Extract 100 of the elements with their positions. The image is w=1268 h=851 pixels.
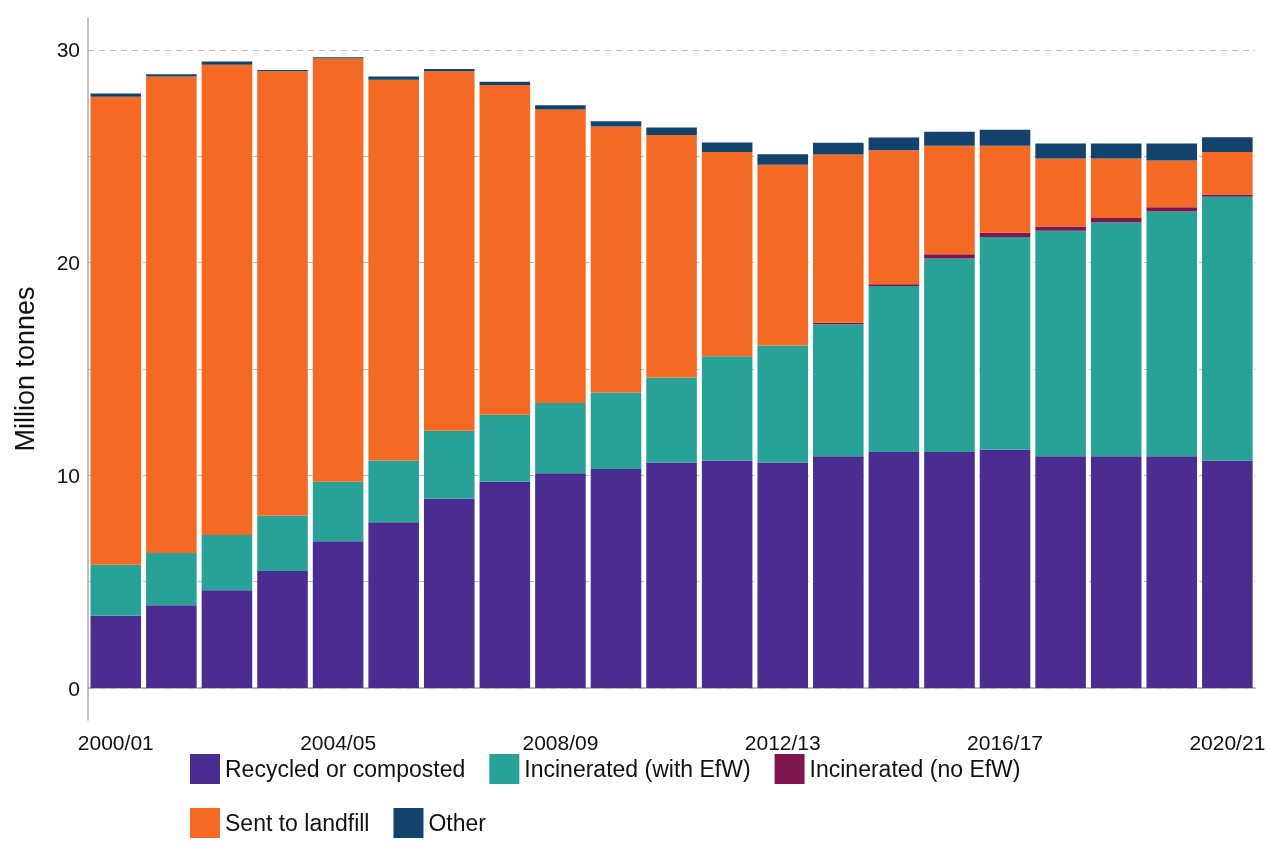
y-tick-label: 10 [56,463,80,487]
legend-label: Incinerated (with EfW) [524,756,751,782]
bar [535,105,586,110]
x-tick-label: 2016/17 [967,731,1043,754]
bar [979,129,1031,146]
bar [90,564,142,616]
bar [701,142,753,153]
bar [646,127,697,135]
y-axis-title: Million tonnes [9,286,40,452]
bar [312,541,364,689]
bar [646,462,697,689]
bar [201,590,253,689]
bar [813,142,864,155]
bar [924,258,975,452]
bar [1146,143,1198,161]
bar [1202,460,1253,689]
bar [1035,230,1086,457]
bar [979,232,1031,238]
bar [757,345,809,463]
bar [590,392,642,469]
bar [1146,160,1198,208]
bar [423,498,475,689]
bar [813,154,864,323]
bar [701,356,753,461]
x-tick-label: 2000/01 [77,731,154,754]
bar [423,430,475,499]
y-tick-label: 30 [56,38,80,62]
bar [813,456,864,689]
bar [368,522,419,689]
bar [90,615,142,689]
bar [146,76,197,554]
bar [1090,143,1142,159]
bar [479,85,531,415]
bar [423,69,475,72]
bar [146,605,197,689]
bar [1202,194,1253,197]
bar [1202,137,1253,153]
bar [590,121,642,127]
bar [1035,456,1086,689]
bar [1146,211,1198,457]
bar [979,449,1031,689]
bar [201,61,253,65]
bar [257,71,308,516]
bar [90,96,142,565]
bar [646,135,697,378]
bar [979,145,1031,233]
bar [479,481,531,689]
bar [368,460,419,523]
bar [868,451,920,689]
bar [1146,207,1198,212]
bar [423,71,475,431]
x-tick-label: 2020/21 [1189,731,1266,754]
bar [535,403,586,474]
bar [1035,226,1086,231]
bar [701,152,753,357]
bar [646,377,697,463]
bar [368,79,419,461]
bar [368,76,419,80]
bar [1202,196,1253,461]
legend-label: Sent to landfill [225,810,370,836]
y-tick-label: 0 [68,676,80,700]
bar [90,93,142,97]
bar [924,451,975,689]
bar [1090,222,1142,457]
bar [146,553,197,606]
bar [535,109,586,404]
bar [590,468,642,689]
bar [1035,143,1086,159]
x-tick-label: 2012/13 [744,731,821,754]
bar [979,237,1031,450]
bar [1090,456,1142,689]
bar [757,462,809,689]
bar [257,515,308,572]
bar [201,534,253,591]
bar [257,571,308,689]
bar [868,286,920,452]
bar [868,150,920,285]
bar [1146,456,1198,689]
bar [701,460,753,689]
legend-label: Recycled or composted [225,756,466,782]
bar [479,414,531,482]
bar [924,131,975,146]
bar [757,164,809,346]
bar [924,254,975,259]
bar [201,64,253,535]
legend-label: Incinerated (no EfW) [809,756,1021,782]
bar [1090,217,1142,223]
bar [1202,152,1253,195]
x-tick-label: 2004/05 [300,731,377,754]
bar [535,473,586,689]
bar [1035,158,1086,227]
y-tick-label: 20 [56,251,80,275]
x-tick-label: 2008/09 [522,731,599,754]
bar [146,74,197,77]
bar [1090,158,1142,218]
bar [312,58,364,482]
bar [924,145,975,255]
bar [479,81,531,86]
bar [868,137,920,151]
legend-label: Other [428,810,487,836]
